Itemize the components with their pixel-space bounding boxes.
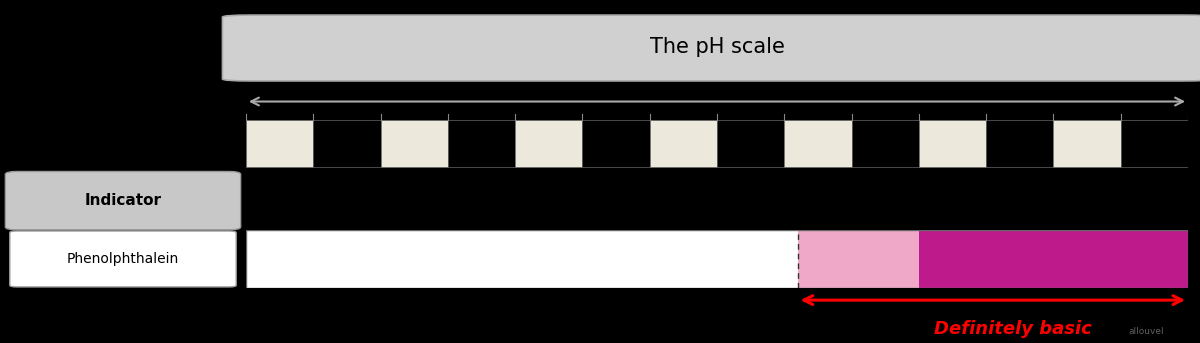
Bar [1054,120,1121,167]
Bar [798,230,919,288]
Bar [852,120,919,167]
FancyBboxPatch shape [10,231,236,287]
Text: Phenolphthalein: Phenolphthalein [67,252,179,266]
Bar [785,120,852,167]
Bar [246,120,313,167]
Bar [649,120,718,167]
Bar [515,120,582,167]
Bar [919,230,1188,288]
Text: Indicator: Indicator [84,193,162,208]
FancyBboxPatch shape [222,15,1200,81]
Text: Indicator colours: Indicator colours [644,193,790,208]
Bar [1121,120,1188,167]
Bar [716,120,785,167]
Bar [986,120,1054,167]
Bar [380,120,448,167]
FancyBboxPatch shape [5,172,241,230]
Text: Definitely basic: Definitely basic [934,320,1092,338]
Bar [582,120,649,167]
Bar [448,120,515,167]
Bar [246,230,798,288]
Bar [919,120,986,167]
Text: The pH scale: The pH scale [649,37,785,57]
Bar [313,120,380,167]
Text: allouvel: allouvel [1128,327,1164,336]
